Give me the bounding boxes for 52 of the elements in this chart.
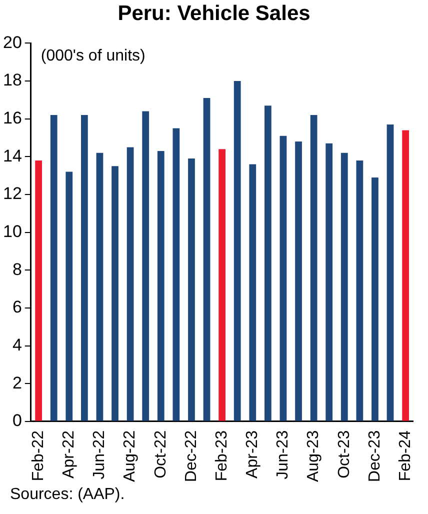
bar bbox=[372, 177, 378, 421]
y-tick-label: 4 bbox=[12, 335, 22, 354]
bar bbox=[203, 98, 210, 421]
bar bbox=[112, 166, 118, 421]
bar bbox=[35, 160, 42, 421]
x-tick-label: Feb-23 bbox=[213, 430, 230, 482]
bar bbox=[172, 128, 180, 421]
chart-title: Peru: Vehicle Sales bbox=[116, 2, 312, 26]
bar bbox=[402, 130, 409, 421]
bar bbox=[234, 81, 241, 421]
bar bbox=[264, 106, 272, 421]
x-tick-label: Jun-23 bbox=[274, 430, 292, 480]
x-tick-label: Aug-23 bbox=[305, 430, 322, 482]
bar bbox=[386, 124, 394, 421]
y-tick-label: 18 bbox=[2, 70, 22, 90]
bar bbox=[50, 115, 58, 421]
bar bbox=[326, 143, 333, 421]
y-tick-label: 8 bbox=[12, 260, 22, 279]
y-tick-label: 2 bbox=[12, 373, 22, 392]
x-tick-label: Apr-23 bbox=[244, 430, 262, 478]
y-tick-label: 20 bbox=[2, 32, 22, 52]
x-tick-label: Jun-22 bbox=[91, 430, 108, 480]
bar bbox=[249, 164, 256, 421]
y-tick-label: 12 bbox=[2, 184, 22, 204]
bar bbox=[80, 115, 88, 421]
bar bbox=[356, 160, 364, 421]
y-tick-label: 6 bbox=[12, 298, 22, 317]
y-tick-label: 14 bbox=[2, 146, 22, 166]
bar bbox=[310, 115, 318, 421]
source-note: Sources: (AAP). bbox=[10, 486, 125, 504]
bar bbox=[66, 172, 73, 421]
x-tick-label: Dec-23 bbox=[366, 430, 384, 482]
x-tick-label: Feb-24 bbox=[396, 430, 414, 482]
x-tick-label: Oct-22 bbox=[152, 430, 170, 478]
bar bbox=[340, 152, 348, 421]
x-tick-label: Apr-22 bbox=[60, 430, 78, 478]
bar bbox=[280, 136, 287, 421]
bar bbox=[157, 150, 164, 421]
y-tick-label: 16 bbox=[2, 108, 22, 128]
y-tick-label: 10 bbox=[2, 222, 22, 241]
x-tick-label: Oct-23 bbox=[336, 430, 353, 478]
bar bbox=[126, 147, 134, 421]
bar bbox=[218, 149, 226, 421]
x-tick-label: Dec-22 bbox=[182, 430, 200, 482]
y-tick-label: 0 bbox=[12, 411, 22, 430]
y-axis-title: (000's of units) bbox=[40, 48, 146, 65]
bar bbox=[295, 142, 302, 421]
bar bbox=[188, 158, 195, 421]
bar bbox=[96, 152, 104, 421]
x-tick-label: Aug-22 bbox=[122, 430, 139, 482]
x-tick-label: Feb-22 bbox=[30, 430, 47, 482]
bar bbox=[142, 111, 150, 421]
